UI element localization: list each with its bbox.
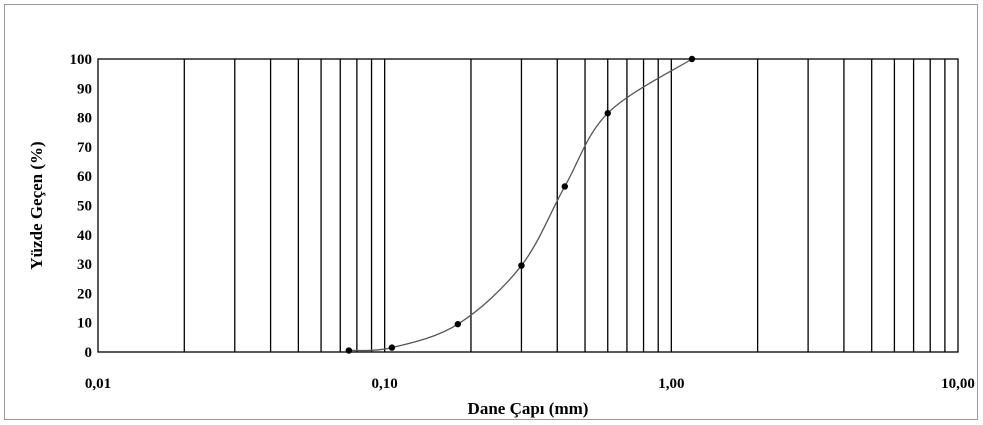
x-axis-title: Dane Çapı (mm) xyxy=(468,399,589,418)
data-point xyxy=(561,183,569,190)
y-tick-label: 40 xyxy=(77,228,92,244)
y-tick-label: 20 xyxy=(77,286,92,302)
y-tick-label: 100 xyxy=(70,52,93,68)
y-axis-title: Yüzde Geçen (%) xyxy=(27,141,46,269)
y-tick-label: 30 xyxy=(77,257,92,273)
data-point xyxy=(518,262,525,269)
y-tick-label: 60 xyxy=(77,169,92,185)
plot-border-rect xyxy=(97,58,959,353)
data-point xyxy=(454,320,462,328)
x-tick-labels: 0,01 0,10 1,00 10,00 xyxy=(85,376,975,392)
data-point xyxy=(688,55,696,63)
series-gradation xyxy=(345,55,696,354)
chart-frame xyxy=(4,4,978,420)
x-tick-label: 1,00 xyxy=(658,376,684,392)
y-tick-label: 10 xyxy=(77,316,92,332)
plot-area-border xyxy=(97,58,959,353)
y-tick-label: 90 xyxy=(77,81,92,97)
data-point xyxy=(604,110,611,117)
y-tick-label: 70 xyxy=(77,140,92,156)
series-line xyxy=(348,58,693,352)
x-tick-label: 0,01 xyxy=(85,376,111,392)
y-tick-label: 80 xyxy=(77,111,92,127)
data-point xyxy=(345,347,353,354)
y-tick-label: 50 xyxy=(77,199,92,215)
y-tick-labels: 0 10 20 30 40 50 60 70 80 90 100 xyxy=(70,52,93,361)
vertical-gridlines xyxy=(183,59,946,352)
data-point xyxy=(388,344,396,351)
x-tick-label: 0,10 xyxy=(372,376,398,392)
x-tick-label: 10,00 xyxy=(941,376,975,392)
y-tick-label: 0 xyxy=(85,345,93,361)
